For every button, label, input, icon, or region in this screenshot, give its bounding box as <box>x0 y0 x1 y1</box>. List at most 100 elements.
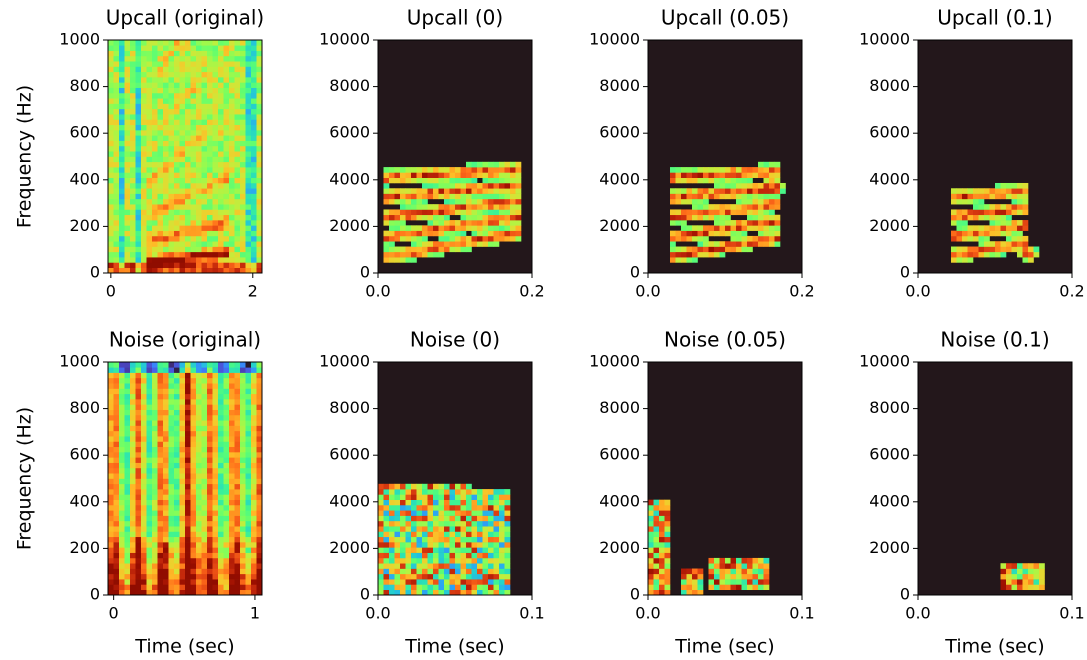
heatmap-cell <box>455 521 461 527</box>
heatmap-cell <box>202 537 208 543</box>
heatmap-cell <box>213 215 219 221</box>
heatmap-cell <box>483 199 489 205</box>
heatmap-cell <box>758 188 764 194</box>
heatmap-cell <box>191 378 197 384</box>
heatmap-cell <box>499 531 505 537</box>
heatmap-cell <box>240 404 246 410</box>
heatmap-cell <box>185 468 191 474</box>
heatmap-cell <box>714 167 720 173</box>
heatmap-cell <box>747 183 753 189</box>
heatmap-cell <box>174 167 180 173</box>
heatmap-cell <box>152 114 158 120</box>
heatmap-cell <box>229 484 235 490</box>
heatmap-cell <box>202 236 208 242</box>
heatmap-cell <box>141 489 147 495</box>
heatmap-cell <box>119 93 125 99</box>
heatmap-cell <box>725 225 731 231</box>
heatmap-cell <box>174 447 180 453</box>
heatmap-cell <box>257 521 263 527</box>
heatmap-cell <box>174 426 180 432</box>
heatmap-cell <box>158 494 164 500</box>
heatmap-cell <box>163 484 169 490</box>
heatmap-cell <box>147 162 153 168</box>
heatmap-cell <box>224 563 230 569</box>
heatmap-cell <box>389 489 395 495</box>
heatmap-cell <box>1017 183 1023 189</box>
heatmap-cell <box>207 516 213 522</box>
heatmap-cell <box>257 162 263 168</box>
heatmap-cell <box>709 194 715 200</box>
heatmap-cell <box>213 500 219 506</box>
heatmap-cell <box>185 225 191 231</box>
heatmap-cell <box>764 194 770 200</box>
heatmap-cell <box>130 531 136 537</box>
heatmap-cell <box>196 526 202 532</box>
heatmap-cell <box>499 220 505 226</box>
heatmap-cell <box>1034 569 1040 575</box>
heatmap-cell <box>196 77 202 83</box>
heatmap-cell <box>483 494 489 500</box>
heatmap-cell <box>736 569 742 575</box>
heatmap-cell <box>191 441 197 447</box>
heatmap-cell <box>1006 231 1012 237</box>
heatmap-cell <box>389 484 395 490</box>
y-tick-label: 8000 <box>599 398 640 417</box>
heatmap-cell <box>428 484 434 490</box>
heatmap-cell <box>1023 204 1029 210</box>
heatmap-cell <box>147 231 153 237</box>
heatmap-cell <box>973 225 979 231</box>
heatmap-cell <box>654 547 660 553</box>
heatmap-cell <box>152 225 158 231</box>
heatmap-cell <box>422 494 428 500</box>
heatmap-cell <box>229 104 235 110</box>
heatmap-cell <box>147 547 153 553</box>
heatmap-cell <box>119 262 125 268</box>
y-tick-label: 8000 <box>329 398 370 417</box>
heatmap-cell <box>180 521 186 527</box>
heatmap-cell <box>775 231 781 237</box>
heatmap-cell <box>213 72 219 78</box>
heatmap-cell <box>461 516 467 522</box>
heatmap-cell <box>224 494 230 500</box>
heatmap-cell <box>119 225 125 231</box>
heatmap-cell <box>494 167 500 173</box>
heatmap-cell <box>218 135 224 141</box>
heatmap-cell <box>477 231 483 237</box>
heatmap-cell <box>483 162 489 168</box>
heatmap-cell <box>488 553 494 559</box>
heatmap-cell <box>455 209 461 215</box>
heatmap-cell <box>136 563 142 569</box>
heatmap-cell <box>147 146 153 152</box>
heatmap-cell <box>180 500 186 506</box>
heatmap-cell <box>114 447 120 453</box>
heatmap-cell <box>202 199 208 205</box>
heatmap-cell <box>174 537 180 543</box>
heatmap-cell <box>235 463 241 469</box>
heatmap-cell <box>196 257 202 263</box>
heatmap-cell <box>141 172 147 178</box>
heatmap-cell <box>505 209 511 215</box>
heatmap-cell <box>439 537 445 543</box>
heatmap-cell <box>251 146 257 152</box>
heatmap-cell <box>202 178 208 184</box>
heatmap-cell <box>240 262 246 268</box>
heatmap-cell <box>158 579 164 585</box>
heatmap-cell <box>747 241 753 247</box>
heatmap-cell <box>224 183 230 189</box>
heatmap-cell <box>257 394 263 400</box>
heatmap-cell <box>455 241 461 247</box>
heatmap-cell <box>957 257 963 263</box>
heatmap-cell <box>687 247 693 253</box>
heatmap-cell <box>180 199 186 205</box>
heatmap-cell <box>213 125 219 131</box>
heatmap-cell <box>444 590 450 596</box>
heatmap-cell <box>995 231 1001 237</box>
heatmap-cell <box>687 225 693 231</box>
heatmap-cell <box>125 489 131 495</box>
heatmap-cell <box>477 547 483 553</box>
heatmap-cell <box>229 362 235 368</box>
heatmap-cell <box>417 241 423 247</box>
y-tick-label: 0 <box>90 585 100 604</box>
heatmap-cell <box>191 569 197 575</box>
heatmap-cell <box>670 178 676 184</box>
